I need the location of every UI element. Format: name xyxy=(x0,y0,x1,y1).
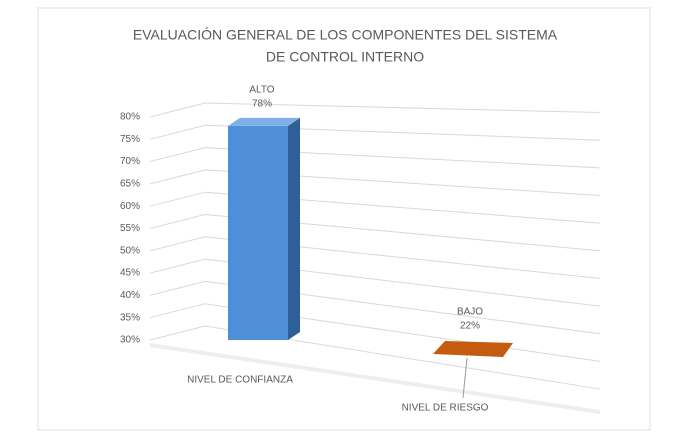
floor xyxy=(150,343,600,414)
y-tick-label: 80% xyxy=(120,112,140,123)
grid-line xyxy=(149,102,601,118)
data-label: 22% xyxy=(460,321,480,332)
chart-title: EVALUACIÓN GENERAL DE LOS COMPONENTES DE… xyxy=(133,27,558,43)
point-label: BAJO xyxy=(457,307,483,318)
bar xyxy=(433,341,513,357)
data-label: 78% xyxy=(252,99,272,110)
bar-side xyxy=(288,117,300,340)
y-tick-label: 35% xyxy=(120,312,140,323)
grid-line xyxy=(149,213,601,252)
y-tick-label: 40% xyxy=(120,290,140,301)
leader-line xyxy=(462,357,468,399)
grid-line xyxy=(149,147,601,169)
y-tick-label: 30% xyxy=(120,335,140,346)
y-tick-label: 75% xyxy=(120,134,140,145)
bar-top xyxy=(228,117,300,126)
grid-line xyxy=(149,236,601,279)
grid-line xyxy=(149,325,601,390)
bar xyxy=(228,125,288,340)
chart-title: DE CONTROL INTERNO xyxy=(266,49,424,65)
grid-line xyxy=(149,124,601,141)
x-tick-label: NIVEL DE RIESGO xyxy=(402,403,489,414)
grid-line xyxy=(149,169,601,196)
grid-line xyxy=(149,258,601,307)
grid-line xyxy=(149,191,601,224)
y-tick-label: 55% xyxy=(120,223,140,234)
y-tick-label: 70% xyxy=(120,156,140,167)
y-tick-label: 60% xyxy=(120,201,140,212)
point-label: ALTO xyxy=(249,85,274,96)
chart-border xyxy=(37,7,651,431)
x-tick-label: NIVEL DE CONFIANZA xyxy=(187,375,293,386)
grid-line xyxy=(149,280,601,335)
y-tick-label: 45% xyxy=(120,268,140,279)
y-tick-label: 65% xyxy=(120,179,140,190)
y-tick-label: 50% xyxy=(120,245,140,256)
